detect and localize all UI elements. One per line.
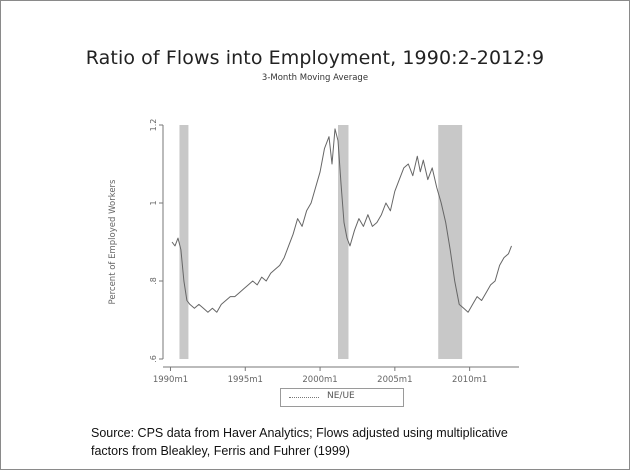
recession-band-2 <box>338 125 349 359</box>
legend-swatch <box>289 397 319 398</box>
x-tick-label: 2000m1 <box>302 375 337 385</box>
y-axis-label: Percent of Employed Workers <box>108 179 118 304</box>
x-tick-label: 2010m1 <box>452 375 487 385</box>
y-tick-label: .6 <box>149 355 158 363</box>
x-axis-ticks: 1990m1 1995m1 2000m1 2005m1 2010m1 <box>153 367 487 385</box>
x-tick-label: 1995m1 <box>228 375 263 385</box>
legend-label: NE/UE <box>327 391 355 401</box>
source-note: Source: CPS data from Haver Analytics; F… <box>91 424 611 460</box>
recession-band-1 <box>179 125 189 359</box>
source-line-1: Source: CPS data from Haver Analytics; F… <box>91 426 508 440</box>
slide-subtitle: 3-Month Moving Average <box>261 73 369 83</box>
y-tick-label: 1.2 <box>149 119 158 132</box>
series-line-ne-ue <box>171 128 512 313</box>
source-line-2: factors from Bleakley, Ferris and Fuhrer… <box>91 444 350 458</box>
recession-bands <box>179 125 463 359</box>
x-tick-label: 2005m1 <box>377 375 412 385</box>
legend: NE/UE <box>280 388 404 407</box>
slide-title: Ratio of Flows into Employment, 1990:2-2… <box>85 47 545 69</box>
y-axis-ticks: .6 .8 1 1.2 <box>149 119 163 363</box>
y-tick-label: 1 <box>149 200 158 205</box>
chart: .6.811.2 1990m1 1995m1 2000m1 2005m1 2010m1 … <box>108 119 519 385</box>
x-tick-label: 1990m1 <box>153 375 188 385</box>
y-tick-label: .8 <box>149 277 158 285</box>
recession-band-3 <box>438 125 463 359</box>
